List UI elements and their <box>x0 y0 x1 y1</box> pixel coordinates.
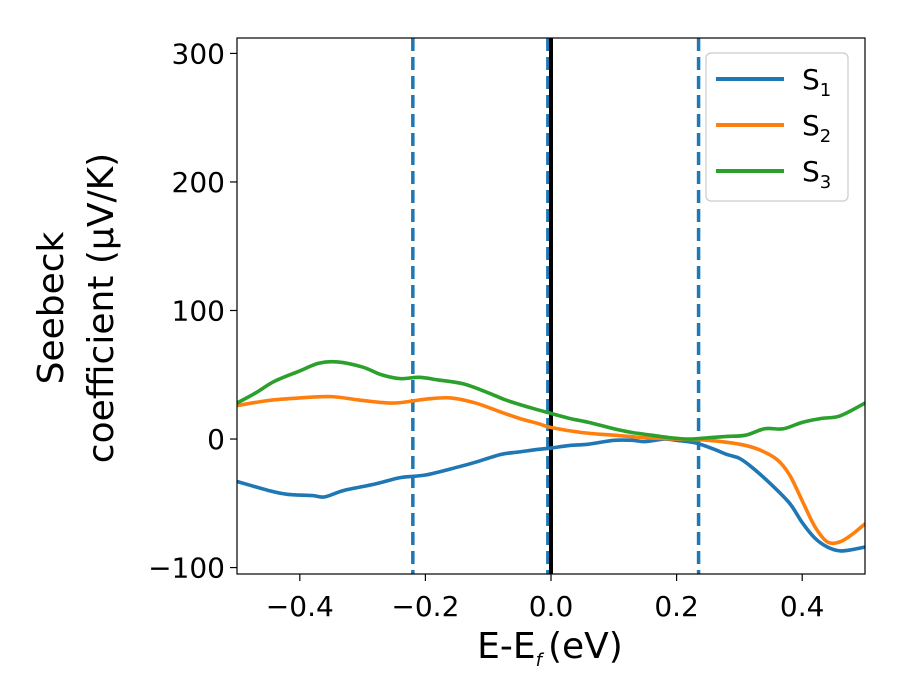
y-tick-label: −100 <box>148 552 225 585</box>
y-tick-label: 100 <box>172 294 225 327</box>
legend: S1 S2 S3 <box>705 52 849 202</box>
x-tick-label: 0.0 <box>529 590 574 623</box>
legend-label-S3: S3 <box>802 155 831 193</box>
y-tick-label: 200 <box>172 166 225 199</box>
series-line-S1 <box>237 437 865 553</box>
series-lines <box>237 359 865 553</box>
y-axis-title-line2: coefficient (μV/K) <box>81 153 122 463</box>
y-tick-label: 0 <box>207 423 225 456</box>
x-tick-label: −0.4 <box>266 590 334 623</box>
y-tick-label: 300 <box>172 37 225 70</box>
series-line-S3 <box>237 359 865 441</box>
y-axis-ticks: −100 0 100 200 300 <box>148 37 237 585</box>
legend-label-S2: S2 <box>802 109 831 147</box>
x-axis-ticks: −0.4 −0.2 0.0 0.2 0.4 <box>266 574 825 623</box>
y-axis-title: Seebeck coefficient (μV/K) <box>31 153 122 463</box>
series-line-S2 <box>237 394 865 546</box>
x-tick-label: 0.4 <box>780 590 825 623</box>
x-tick-label: −0.2 <box>391 590 459 623</box>
legend-label-S1: S1 <box>802 63 831 101</box>
y-axis-title-line1: Seebeck <box>31 231 72 384</box>
x-axis-title: E-Ef (eV) <box>477 626 623 671</box>
x-tick-label: 0.2 <box>654 590 699 623</box>
vertical-reference-lines <box>411 38 701 574</box>
